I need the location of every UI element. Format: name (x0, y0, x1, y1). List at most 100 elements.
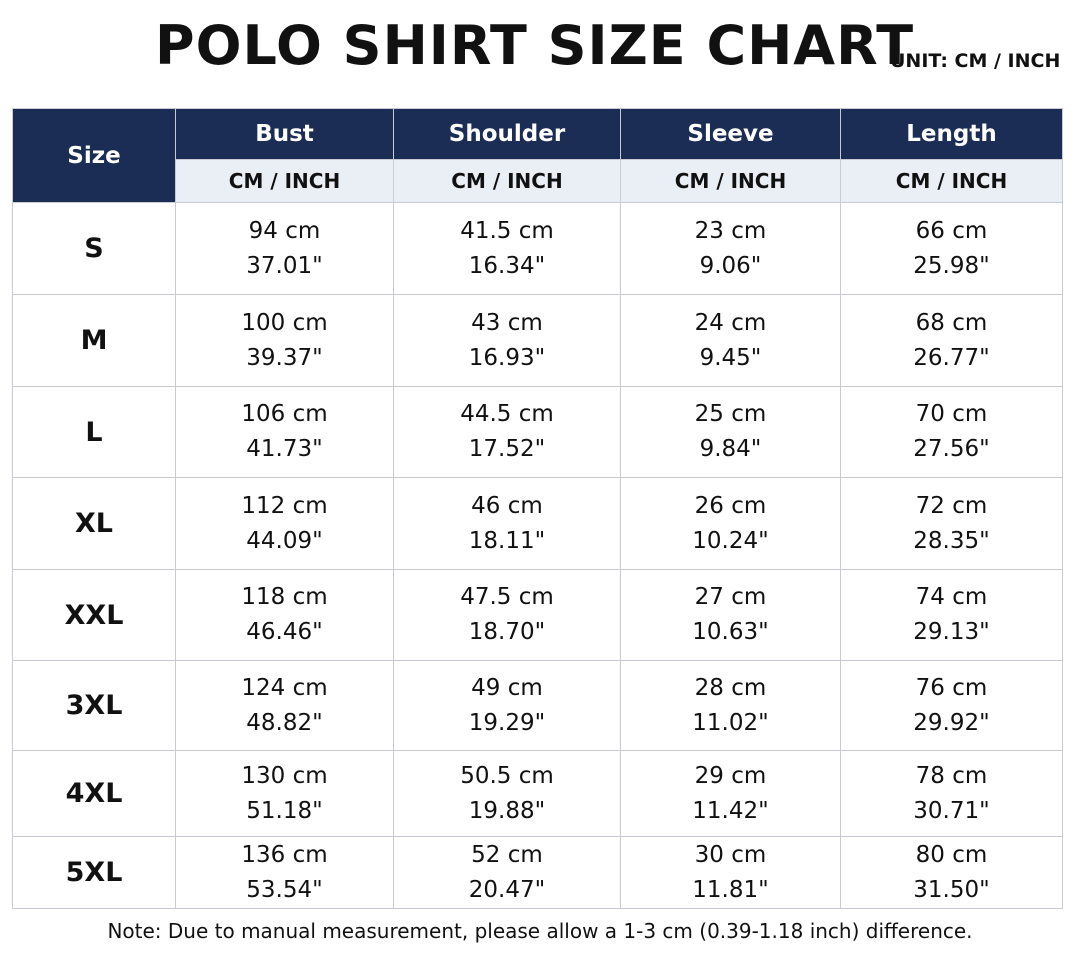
unit-header: CM / INCH (840, 159, 1063, 203)
cm-value: 124 cm (241, 674, 328, 701)
cm-value: 30 cm (694, 841, 767, 868)
cm-value: 49 cm (471, 674, 543, 701)
measure-cell: 25 cm 9.84" (620, 386, 841, 478)
size-cell: 5XL (12, 836, 176, 909)
size-row: XL 112 cm 44.09" 46 cm 18.11" 26 cm 10.24" 72 c… (12, 477, 1063, 570)
column-header: Sleeve (620, 108, 841, 160)
measure-cell: 27 cm 10.63" (620, 569, 841, 661)
measure-cell: 41.5 cm 16.34" (393, 202, 621, 295)
inch-value: 9.06" (699, 252, 762, 279)
measure-cell: 78 cm 30.71" (840, 750, 1063, 837)
measure-cell: 118 cm 46.46" (175, 569, 394, 661)
inch-value: 37.01" (246, 252, 323, 279)
inch-value: 53.54" (246, 876, 323, 903)
inch-value: 17.52" (468, 436, 546, 462)
inch-value: 41.73" (246, 436, 323, 462)
measure-cell: 28 cm 11.02" (620, 660, 841, 751)
size-row: S 94 cm 37.01" 41.5 cm 16.34" 23 cm 9.06" 66 cm… (12, 202, 1063, 295)
inch-value: 19.88" (468, 797, 546, 824)
measure-cell: 106 cm 41.73" (175, 386, 394, 478)
cm-value: 24 cm (694, 309, 767, 336)
cm-value: 112 cm (241, 492, 328, 519)
cm-value: 70 cm (915, 401, 988, 427)
cm-value: 80 cm (915, 841, 988, 868)
cm-value: 52 cm (471, 841, 543, 868)
cm-value: 29 cm (694, 762, 767, 789)
cm-value: 44.5 cm (460, 401, 554, 427)
cm-value: 74 cm (915, 584, 988, 610)
cm-value: 43 cm (471, 309, 543, 336)
measure-cell: 44.5 cm 17.52" (393, 386, 621, 478)
inch-value: 11.02" (692, 709, 769, 736)
measure-cell: 130 cm 51.18" (175, 750, 394, 837)
measure-cell: 100 cm 39.37" (175, 294, 394, 387)
size-cell: 4XL (12, 750, 176, 837)
cm-value: 28 cm (694, 674, 767, 701)
column-header: Bust (175, 108, 394, 160)
unit-label: UNIT: CM / INCH (890, 50, 1061, 72)
size-cell: L (12, 386, 176, 478)
cm-value: 23 cm (694, 217, 767, 244)
inch-value: 11.81" (692, 876, 769, 903)
inch-value: 10.24" (692, 527, 769, 554)
inch-value: 16.93" (468, 344, 546, 371)
inch-value: 11.42" (692, 797, 769, 824)
measure-cell: 47.5 cm 18.70" (393, 569, 621, 661)
size-cell: M (12, 294, 176, 387)
measure-cell: 76 cm 29.92" (840, 660, 1063, 751)
measure-cell: 29 cm 11.42" (620, 750, 841, 837)
measure-cell: 70 cm 27.56" (840, 386, 1063, 478)
measure-cell: 68 cm 26.77" (840, 294, 1063, 387)
cm-value: 46 cm (471, 492, 543, 519)
inch-value: 39.37" (246, 344, 323, 371)
cm-value: 47.5 cm (460, 584, 554, 610)
inch-value: 29.92" (913, 709, 990, 736)
measure-cell: 49 cm 19.29" (393, 660, 621, 751)
inch-value: 30.71" (913, 797, 990, 824)
measure-cell: 72 cm 28.35" (840, 477, 1063, 570)
cm-value: 78 cm (915, 762, 988, 789)
cm-value: 94 cm (248, 217, 321, 244)
size-cell: 3XL (12, 660, 176, 751)
measure-cell: 124 cm 48.82" (175, 660, 394, 751)
inch-value: 26.77" (913, 344, 990, 371)
measure-cell: 94 cm 37.01" (175, 202, 394, 295)
size-row: XXL 118 cm 46.46" 47.5 cm 18.70" 27 cm 10.63" 7… (12, 569, 1063, 661)
inch-value: 9.45" (699, 344, 762, 371)
inch-value: 18.70" (468, 619, 546, 645)
note: Note: Due to manual measurement, please … (107, 919, 973, 943)
measure-cell: 43 cm 16.93" (393, 294, 621, 387)
size-row: 3XL 124 cm 48.82" 49 cm 19.29" 28 cm 11.02" 76 … (12, 660, 1063, 751)
inch-value: 20.47" (468, 876, 546, 903)
inch-value: 25.98" (913, 252, 990, 279)
cm-value: 68 cm (915, 309, 988, 336)
unit-header: CM / INCH (620, 159, 841, 203)
inch-value: 31.50" (913, 876, 990, 903)
measure-cell: 46 cm 18.11" (393, 477, 621, 570)
size-row: 5XL 136 cm 53.54" 52 cm 20.47" 30 cm 11.81" 80 … (12, 836, 1063, 909)
cm-value: 118 cm (241, 584, 328, 610)
cm-value: 27 cm (694, 584, 767, 610)
title: POLO SHIRT SIZE CHART (155, 14, 915, 77)
header-row: Size Bust Shoulder Sleeve Length (12, 108, 1063, 203)
column-header: Size (12, 108, 176, 203)
size-row: M 100 cm 39.37" 43 cm 16.93" 24 cm 9.45" 68 cm 2… (12, 294, 1063, 387)
cm-value: 72 cm (915, 492, 988, 519)
cm-value: 66 cm (915, 217, 988, 244)
inch-value: 44.09" (246, 527, 323, 554)
measure-cell: 80 cm 31.50" (840, 836, 1063, 909)
size-cell: XL (12, 477, 176, 570)
cm-value: 41.5 cm (460, 217, 554, 244)
cm-value: 100 cm (241, 309, 328, 336)
measure-cell: 136 cm 53.54" (175, 836, 394, 909)
size-row: 4XL 130 cm 51.18" 50.5 cm 19.88" 29 cm 11.42" 7… (12, 750, 1063, 837)
inch-value: 51.18" (246, 797, 323, 824)
size-cell: S (12, 202, 176, 295)
cm-value: 25 cm (694, 401, 767, 427)
measure-cell: 112 cm 44.09" (175, 477, 394, 570)
size-table: Size Bust Shoulder Sleeve Length CM / INCH CM … (12, 108, 1063, 909)
inch-value: 19.29" (468, 709, 546, 736)
measure-cell: 24 cm 9.45" (620, 294, 841, 387)
size-cell: XXL (12, 569, 176, 661)
